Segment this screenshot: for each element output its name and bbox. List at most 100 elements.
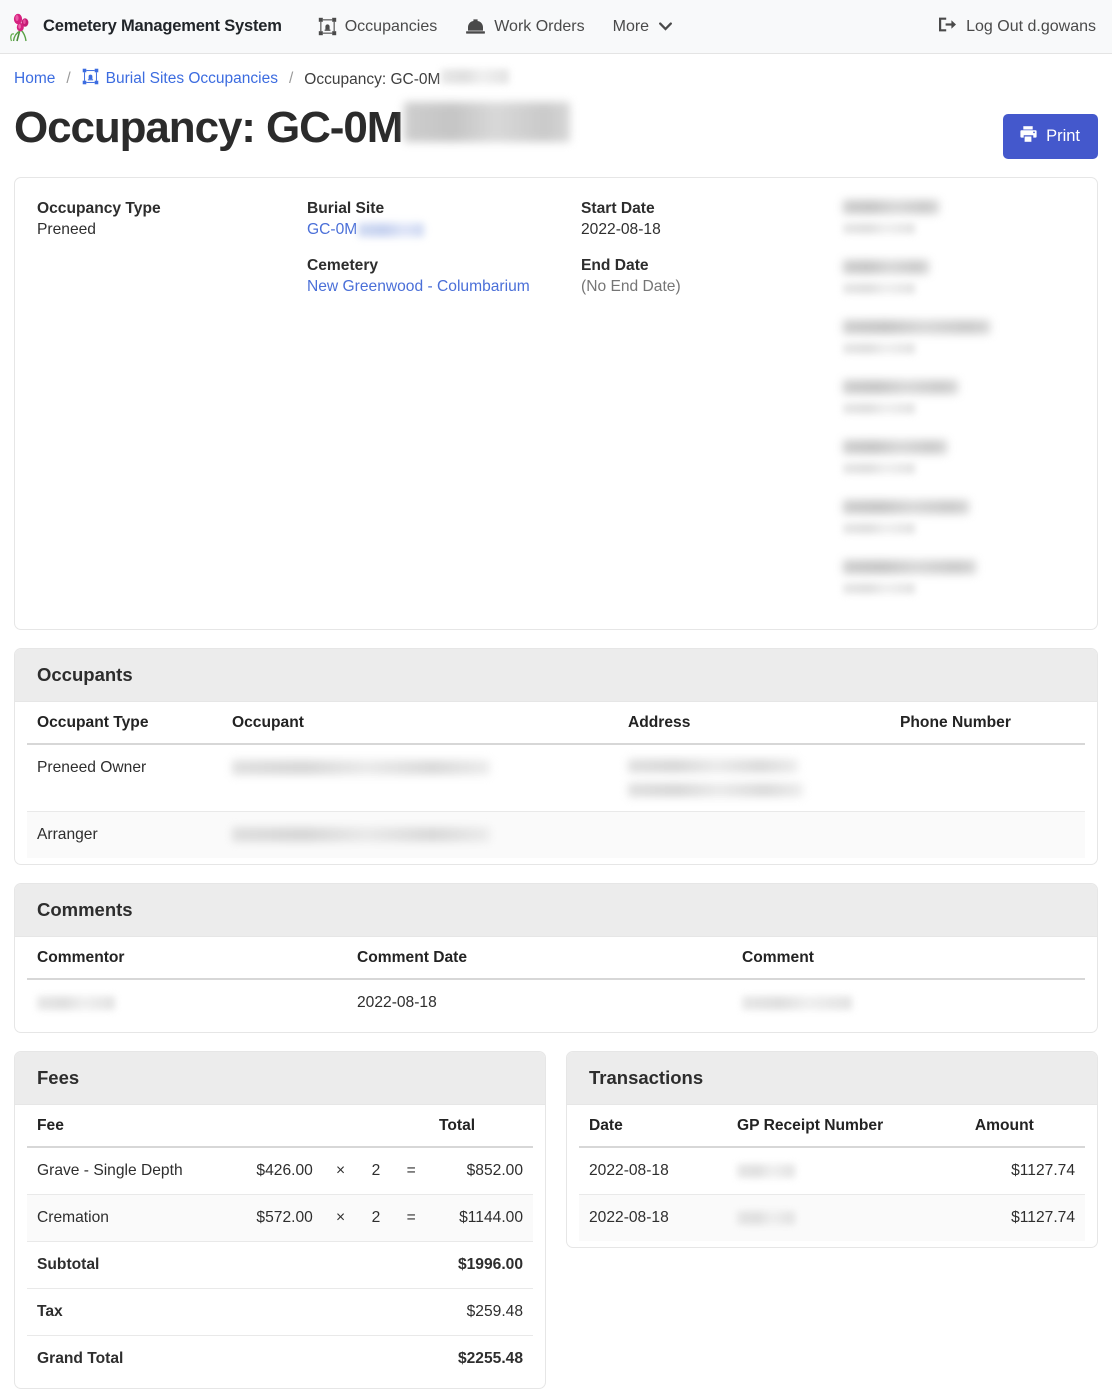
- column-header-comment: Comment: [732, 941, 1085, 980]
- cell-occupant-type: Preneed Owner: [27, 744, 222, 812]
- breadcrumb-current: Occupancy: GC-0M: [304, 69, 510, 89]
- nav-item-occupancies[interactable]: Occupancies: [304, 11, 452, 42]
- grand-total-label: Grand Total: [37, 1350, 124, 1367]
- printer-icon: [1019, 125, 1037, 148]
- page-title-prefix: Occupancy: GC-0M: [14, 103, 403, 152]
- print-button-label: Print: [1046, 127, 1080, 145]
- column-header-address: Address: [618, 706, 890, 745]
- table-header-row: Date GP Receipt Number Amount: [579, 1109, 1085, 1148]
- page-head: Occupancy: GC-0M Print: [0, 96, 1112, 159]
- transactions-table-wrapper: Date GP Receipt Number Amount 2022-08-18: [567, 1105, 1097, 1247]
- cell-comment: [732, 979, 1085, 1026]
- tax-value: $259.48: [429, 1288, 533, 1336]
- table-row[interactable]: Arranger: [27, 811, 1085, 859]
- field-occupancy-type: Occupancy Type Preneed: [37, 200, 307, 239]
- cell-commentor: [27, 979, 347, 1026]
- cell-multiply-symbol: ×: [322, 1194, 359, 1242]
- nav-item-more[interactable]: More: [599, 12, 686, 42]
- cell-gp-receipt-number: [727, 1195, 965, 1242]
- brand[interactable]: Cemetery Management System: [8, 12, 282, 42]
- cell-occupant-type: Arranger: [37, 826, 98, 843]
- cell-phone-number: [890, 744, 1085, 812]
- spacer-cell: [393, 1288, 430, 1336]
- print-button[interactable]: Print: [1003, 114, 1098, 159]
- grand-total-row: Grand Total $2255.48: [27, 1335, 533, 1383]
- redacted-field-value: [843, 403, 915, 414]
- redacted-burial-site-suffix: [358, 222, 425, 237]
- tax-label: Tax: [27, 1288, 230, 1336]
- nav-links: Occupancies Work Orders More: [304, 11, 686, 42]
- spacer-cell: [393, 1336, 429, 1383]
- breadcrumb-current-label: Occupancy: GC-0M: [304, 71, 441, 88]
- nav-item-label: More: [612, 17, 650, 35]
- redacted-field-label: [843, 320, 990, 334]
- field-label: Cemetery: [307, 257, 379, 274]
- cell-comment-date: 2022-08-18: [357, 994, 437, 1011]
- spacer-cell: [358, 1288, 394, 1336]
- redacted-breadcrumb-suffix: [441, 69, 510, 84]
- nav-item-label: Occupancies: [344, 17, 438, 35]
- page-title: Occupancy: GC-0M: [14, 102, 571, 153]
- redacted-commentor: [37, 995, 115, 1010]
- comments-card-title: Comments: [15, 884, 1097, 937]
- burial-site-link[interactable]: GC-0M: [307, 221, 358, 238]
- redacted-comment: [742, 995, 852, 1010]
- column-header-occupant-type: Occupant Type: [27, 706, 222, 745]
- breadcrumb-item-burial-sites-occupancies[interactable]: Burial Sites Occupancies: [82, 68, 278, 90]
- occupants-card-title: Occupants: [15, 649, 1097, 702]
- column-header-quantity: [358, 1109, 394, 1148]
- breadcrumb-item-home[interactable]: Home: [14, 70, 56, 87]
- redacted-field-value: [843, 283, 915, 294]
- table-row[interactable]: Preneed Owner: [27, 744, 1085, 812]
- field-value: Preneed: [37, 221, 96, 238]
- breadcrumb-separator: /: [288, 70, 294, 87]
- redacted-occupant-name: [232, 760, 490, 776]
- cemetery-link[interactable]: New Greenwood - Columbarium: [307, 278, 530, 295]
- table-row[interactable]: 2022-08-18: [27, 979, 1085, 1026]
- spacer-cell: [322, 1241, 359, 1289]
- redacted-field-value: [843, 523, 915, 534]
- column-header-gp-receipt-number: GP Receipt Number: [727, 1109, 965, 1148]
- cell-fee-unit: $426.00: [229, 1147, 323, 1195]
- details-column-3: Start Date 2022-08-18 End Date (No End D…: [581, 200, 843, 605]
- field-end-date: End Date (No End Date): [581, 257, 843, 296]
- redacted-field: [843, 260, 1075, 294]
- table-row[interactable]: Grave - Single Depth $426.00 × 2 = $852.…: [27, 1147, 533, 1195]
- occupants-card: Occupants Occupant Type Occupant Address…: [14, 648, 1098, 865]
- cell-phone-number: [890, 812, 1085, 859]
- occupants-table: Occupant Type Occupant Address Phone Num…: [27, 706, 1085, 858]
- redacted-field: [843, 320, 1075, 354]
- nav-item-work-orders[interactable]: Work Orders: [451, 12, 598, 42]
- column-header-total: Total: [429, 1109, 533, 1148]
- field-burial-site: Burial Site GC-0M: [307, 200, 581, 239]
- brand-title: Cemetery Management System: [43, 17, 282, 35]
- column-header-commentor: Commentor: [27, 941, 347, 980]
- fees-card-title: Fees: [15, 1052, 545, 1105]
- burial-plot-icon: [82, 68, 99, 90]
- cell-fee-total: $852.00: [429, 1147, 533, 1195]
- breadcrumb-separator: /: [66, 70, 71, 87]
- transactions-card: Transactions Date GP Receipt Number Amou…: [566, 1051, 1098, 1248]
- redacted-field: [843, 200, 1075, 234]
- top-navbar: Cemetery Management System Occupancies: [0, 0, 1112, 54]
- occupants-table-wrapper: Occupant Type Occupant Address Phone Num…: [15, 702, 1097, 864]
- transactions-column: Transactions Date GP Receipt Number Amou…: [566, 1033, 1098, 1248]
- cell-fee-total: $1144.00: [429, 1194, 533, 1242]
- subtotal-value: $1996.00: [429, 1241, 533, 1289]
- field-cemetery: Cemetery New Greenwood - Columbarium: [307, 257, 581, 296]
- logout-button[interactable]: Log Out d.gowans: [936, 10, 1098, 44]
- spacer-cell: [358, 1241, 394, 1289]
- column-header-date: Date: [579, 1109, 727, 1148]
- table-row[interactable]: 2022-08-18 $1127.74: [579, 1147, 1085, 1195]
- bottom-columns: Fees Fee Total: [14, 1033, 1098, 1389]
- table-row[interactable]: 2022-08-18 $1127.74: [579, 1194, 1085, 1242]
- redacted-receipt-number: [737, 1210, 795, 1225]
- spacer-cell: [229, 1336, 322, 1383]
- cell-fee-name: Cremation: [27, 1194, 230, 1242]
- page-content: Occupancy Type Preneed Burial Site GC-0M…: [0, 177, 1112, 1389]
- field-value: (No End Date): [581, 278, 681, 295]
- chevron-down-icon: [659, 22, 673, 31]
- column-header-unit-price: [229, 1109, 323, 1148]
- table-row[interactable]: Cremation $572.00 × 2 = $1144.00: [27, 1194, 533, 1242]
- table-header-row: Occupant Type Occupant Address Phone Num…: [27, 706, 1085, 745]
